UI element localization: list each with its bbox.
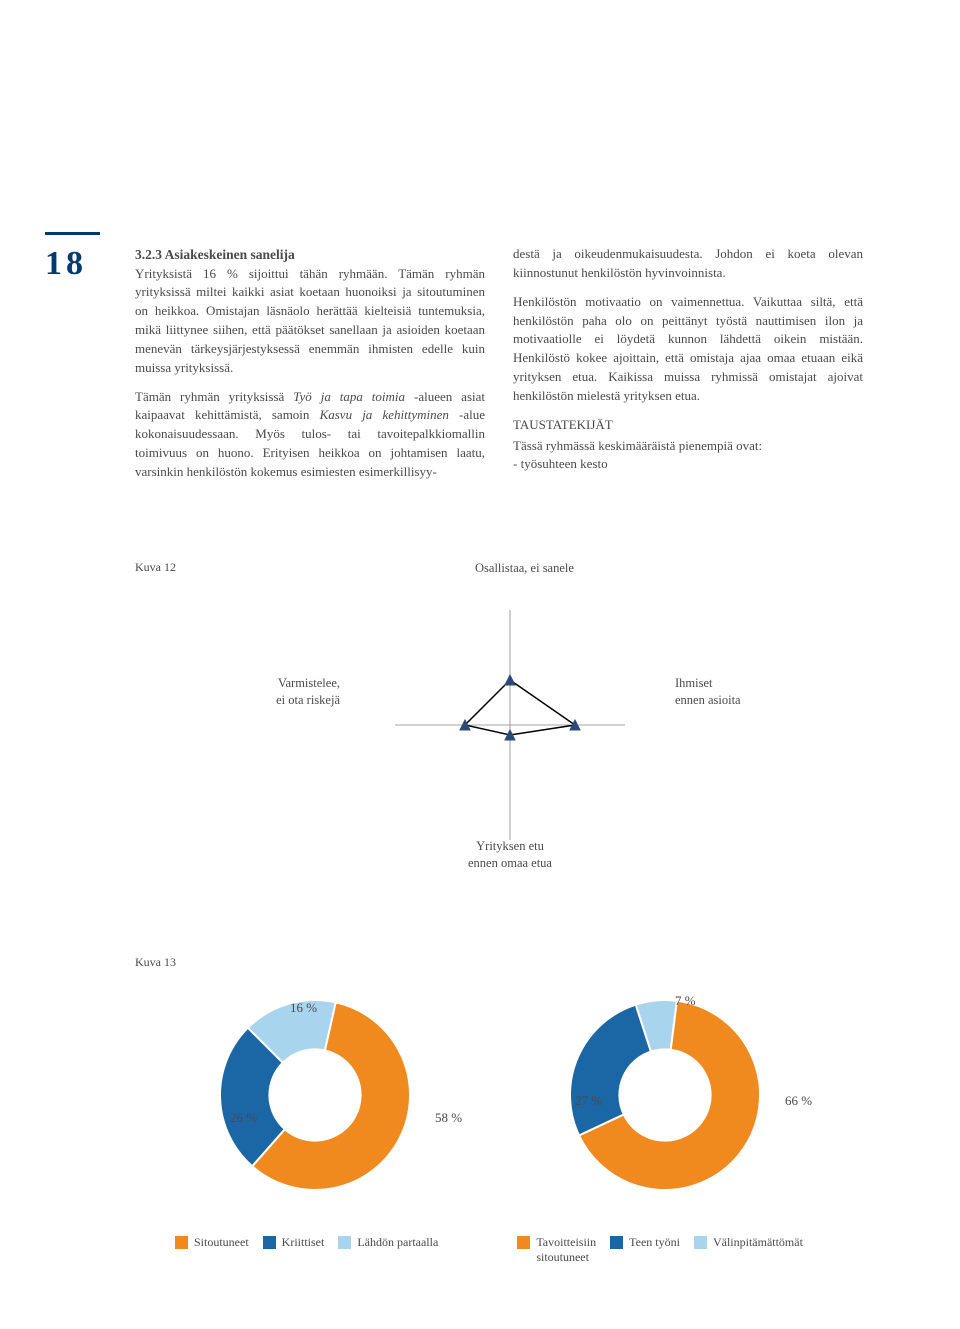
subheading: TAUSTATEKIJÄT [513,416,863,435]
text: ennen omaa etua [468,856,552,870]
paragraph: Henkilöstön motivaatio on vaimennettua. … [513,293,863,406]
legend-swatch [517,1236,530,1249]
legend-label: Teen työni [629,1235,680,1250]
text: sitoutuneet [536,1250,589,1264]
donut-slice-label: 26 % [230,1110,257,1126]
legend-swatch [263,1236,276,1249]
italic-text: Kasvu ja kehittyminen [320,407,449,422]
legend-label: Kriittiset [282,1235,325,1250]
page-number-rule [45,232,100,235]
section-heading: 3.2.3 Asiakeskeinen sanelija [135,245,485,265]
column-right: destä ja oikeudenmukaisuudesta. Johdon e… [513,245,863,492]
legend-item: Sitoutuneet [175,1235,249,1250]
paragraph: Yrityksistä 16 % sijoittui tähän ryhmään… [135,265,485,378]
text: Tämän ryhmän yrityksissä [135,389,293,404]
legend-item: Kriittiset [263,1235,325,1250]
legend-item: Lähdön partaalla [338,1235,438,1250]
figure-label: Kuva 12 [135,560,176,575]
body-text-columns: 3.2.3 Asiakeskeinen sanelija Yrityksistä… [135,245,865,492]
donut-slice-label: 27 % [575,1093,602,1109]
donut-slice-label: 58 % [435,1110,462,1126]
text: ei ota riskejä [276,693,340,707]
radar-axis-label-right: Ihmiset ennen asioita [675,675,795,709]
legend-swatch [694,1236,707,1249]
figure-label: Kuva 13 [135,955,176,970]
paragraph: Tämän ryhmän yrityksissä Työ ja tapa toi… [135,388,485,482]
legend-group-2: Tavoitteisiin sitoutuneet Teen työni Väl… [517,1235,817,1265]
legend-swatch [175,1236,188,1249]
legend-group-1: Sitoutuneet Kriittiset Lähdön partaalla [175,1235,452,1250]
legend-label: Sitoutuneet [194,1235,249,1250]
page-number: 18 [45,245,87,283]
radar-axis-label-top: Osallistaa, ei sanele [475,560,574,577]
text: Varmistelee, [278,676,340,690]
text: Tavoitteisiin [536,1235,596,1249]
legend-swatch [338,1236,351,1249]
paragraph: Tässä ryhmässä keskimääräistä pienempiä … [513,437,863,475]
legend-row: Sitoutuneet Kriittiset Lähdön partaalla … [175,1235,895,1265]
donut-slice-label: 16 % [290,1000,317,1016]
radar-chart-section: Kuva 12 Osallistaa, ei sanele Varmistele… [135,560,865,930]
legend-item: Välinpitämättömät [694,1235,803,1265]
donut-chart-1 [205,985,425,1210]
text: Ihmiset [675,676,713,690]
legend-label: Tavoitteisiin sitoutuneet [536,1235,596,1265]
column-left: 3.2.3 Asiakeskeinen sanelija Yrityksistä… [135,245,485,492]
legend-swatch [610,1236,623,1249]
donut-slice-label: 66 % [785,1093,812,1109]
radar-chart [385,600,635,850]
legend-item: Tavoitteisiin sitoutuneet [517,1235,596,1265]
donut-slice-label: 7 % [675,993,696,1009]
radar-axis-label-left: Varmistelee, ei ota riskejä [220,675,340,709]
paragraph: destä ja oikeudenmukaisuudesta. Johdon e… [513,245,863,283]
italic-text: Työ ja tapa toimia [293,389,405,404]
legend-label: Välinpitämättömät [713,1235,803,1250]
text: ennen asioita [675,693,741,707]
legend-item: Teen työni [610,1235,680,1265]
legend-label: Lähdön partaalla [357,1235,438,1250]
